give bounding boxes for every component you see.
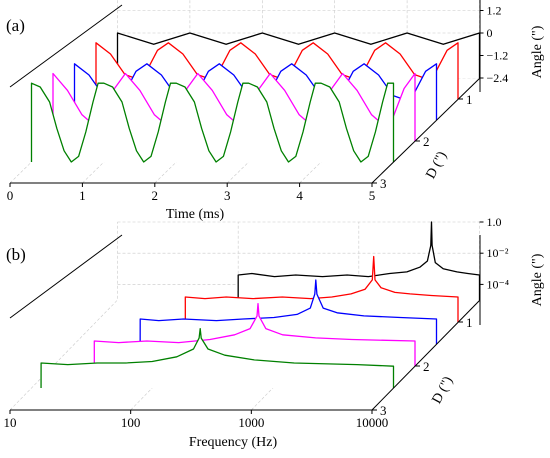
panel-b-x-title: Frequency (Hz) <box>189 435 278 450</box>
panel-a-x-ticks: 0 1 2 3 4 5 <box>7 183 376 203</box>
angle-tick-label: 0 <box>487 26 493 40</box>
series-line <box>184 255 459 323</box>
panel-a-angle-ticks: 2.41.20−1.2−2.4 <box>479 4 509 85</box>
x-tick-label: 2 <box>152 188 159 203</box>
angle-tick-label: 1.2 <box>487 4 502 18</box>
angle-tick-label: −1.2 <box>487 49 509 63</box>
angle-tick-label: 1.0 <box>487 215 502 229</box>
angle-tick-label: −2.4 <box>487 71 509 85</box>
angle-tick-label: 10⁻⁴ <box>487 277 510 291</box>
series-line <box>93 302 416 367</box>
panel-b-x-ticks: 10 100 1000 10000 <box>4 410 389 430</box>
panel-a-depth-title: D (") <box>424 149 451 182</box>
panel-a-box-top-depth <box>9 4 123 88</box>
panel-a-x-title: Time (ms) <box>166 207 225 222</box>
panel-a-depth-ticks: 1 2 3 <box>372 92 473 191</box>
panel-a-label: (a) <box>6 16 25 35</box>
depth-tick-label: 1 <box>466 92 473 107</box>
series-line <box>30 82 395 163</box>
x-tick-label: 1 <box>79 188 86 203</box>
depth-tick-label: 3 <box>380 403 387 418</box>
series-line <box>237 221 481 301</box>
panel-b-box-depth <box>371 299 481 411</box>
x-tick-label: 0 <box>7 188 14 203</box>
panel-b-depth-title: D (") <box>430 374 457 407</box>
x-tick-label: 4 <box>296 188 303 203</box>
panel-b-depth-ticks: 1 2 3 <box>372 315 473 418</box>
panel-b-angle-ticks: 1.0 10⁻² 10⁻⁴ <box>479 215 510 291</box>
depth-tick-label: 3 <box>380 176 387 191</box>
panel-a-box-depth <box>371 77 481 184</box>
series-line <box>139 279 438 345</box>
x-tick-label: 10000 <box>356 415 389 430</box>
panel-b-angle-title: Angle (") <box>530 253 545 306</box>
series-line <box>40 328 395 389</box>
panel-b-label: (b) <box>6 245 26 264</box>
panel-b: (b) 10 100 1000 10000 Frequency (Hz) 1.0 10⁻… <box>4 215 546 450</box>
x-tick-label: 3 <box>224 188 231 203</box>
x-tick-label: 100 <box>121 415 141 430</box>
angle-tick-label: 10⁻² <box>487 246 509 260</box>
x-tick-label: 5 <box>369 188 376 203</box>
panel-b-series <box>40 221 481 389</box>
panel-a-series <box>30 32 481 163</box>
depth-tick-label: 2 <box>423 134 430 149</box>
x-tick-label: 10 <box>4 415 17 430</box>
x-tick-label: 1000 <box>238 415 264 430</box>
depth-tick-label: 1 <box>466 315 473 330</box>
panel-a-angle-title: Angle (") <box>530 25 545 78</box>
panel-b-box-top-depth <box>9 234 123 319</box>
depth-tick-label: 2 <box>423 359 430 374</box>
